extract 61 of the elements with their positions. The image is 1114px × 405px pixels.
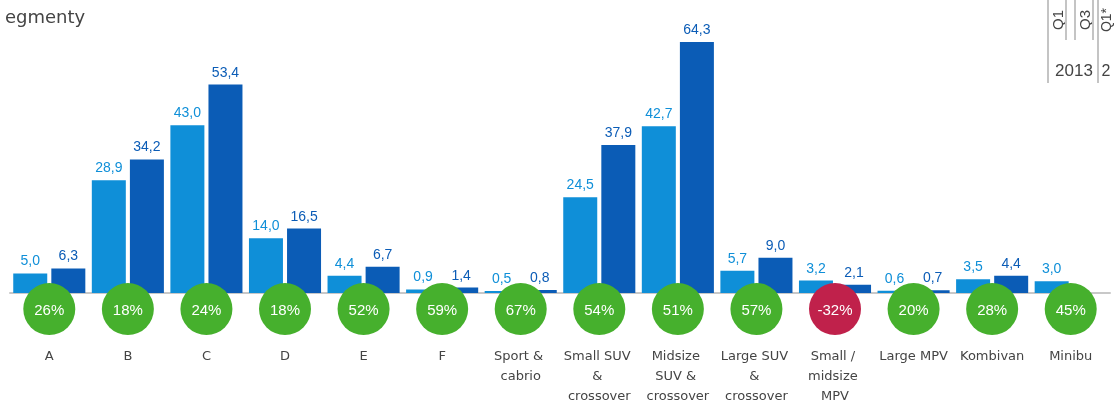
data-label: 9,0 [765, 236, 786, 253]
data-label: 5,7 [727, 249, 748, 266]
x-tick-label: D [279, 347, 291, 363]
annotation: 2013 [1055, 60, 1093, 80]
data-label: 34,2 [133, 138, 161, 155]
data-label: 1,4 [451, 266, 472, 283]
chart-title: egmenty [5, 5, 86, 27]
data-label: 5,0 [20, 252, 41, 269]
text: 51% [662, 300, 693, 318]
data-label: 0,7 [922, 269, 943, 286]
data-label: 28,9 [95, 159, 123, 176]
x-tick-label: A [44, 347, 54, 363]
data-label: 24,5 [566, 176, 595, 193]
text: 52% [348, 300, 379, 318]
x-tick-label: Small / midsize MPV [808, 347, 862, 403]
x-tick-label: Midsize SUV & crossover [646, 347, 710, 403]
text: 24% [191, 300, 222, 318]
data-label: 53,4 [211, 63, 240, 80]
data-label: 4,4 [334, 254, 355, 271]
text: 26% [34, 300, 65, 318]
text: 18% [112, 300, 143, 318]
data-label: 37,9 [604, 124, 633, 141]
data-label: 3,2 [806, 259, 826, 276]
text: 20% [898, 300, 929, 318]
text: Q1 [1048, 9, 1066, 31]
x-tick-label: Kombivan [960, 347, 1025, 363]
text: 59% [427, 300, 458, 318]
text: 18% [269, 300, 301, 318]
data-label: 0,5 [491, 270, 512, 287]
x-tick-label: C [201, 347, 211, 363]
text: 45% [1055, 300, 1086, 318]
x-tick-label: Sport & cabrio [494, 347, 548, 383]
x-tick-label: Small SUV & crossover [563, 347, 635, 403]
x-tick-label: E [359, 347, 368, 363]
data-label: 0,8 [530, 268, 550, 285]
text: 54% [584, 300, 615, 318]
x-tick-label: Large SUV & crossover [720, 347, 793, 403]
data-label: 2,1 [844, 263, 864, 280]
text: Q3 [1075, 9, 1093, 31]
x-tick-label: Minibu [1049, 347, 1093, 363]
data-label: 64,3 [683, 21, 711, 37]
data-label: 3,5 [963, 258, 984, 275]
text: -32% [817, 300, 853, 318]
x-tick-label: Large MPV [879, 347, 949, 363]
data-label: 16,5 [290, 207, 318, 224]
data-label: 0,6 [884, 269, 905, 286]
text: 28% [977, 300, 1008, 318]
annotation: 2 [1101, 61, 1111, 79]
x-tick-label: B [123, 347, 133, 363]
data-label: 6,3 [58, 247, 79, 264]
data-label: 3,0 [1041, 260, 1062, 277]
data-label: 4,4 [1001, 254, 1022, 271]
data-label: 43,0 [173, 104, 202, 121]
text: 57% [741, 300, 772, 318]
x-tick-label: F [438, 347, 446, 363]
text: Q1* [1098, 7, 1114, 33]
text: 67% [505, 300, 536, 318]
data-label: 14,0 [252, 217, 280, 234]
data-label: 6,7 [372, 245, 393, 262]
data-label: 42,7 [645, 105, 673, 122]
data-label: 0,9 [413, 268, 434, 285]
